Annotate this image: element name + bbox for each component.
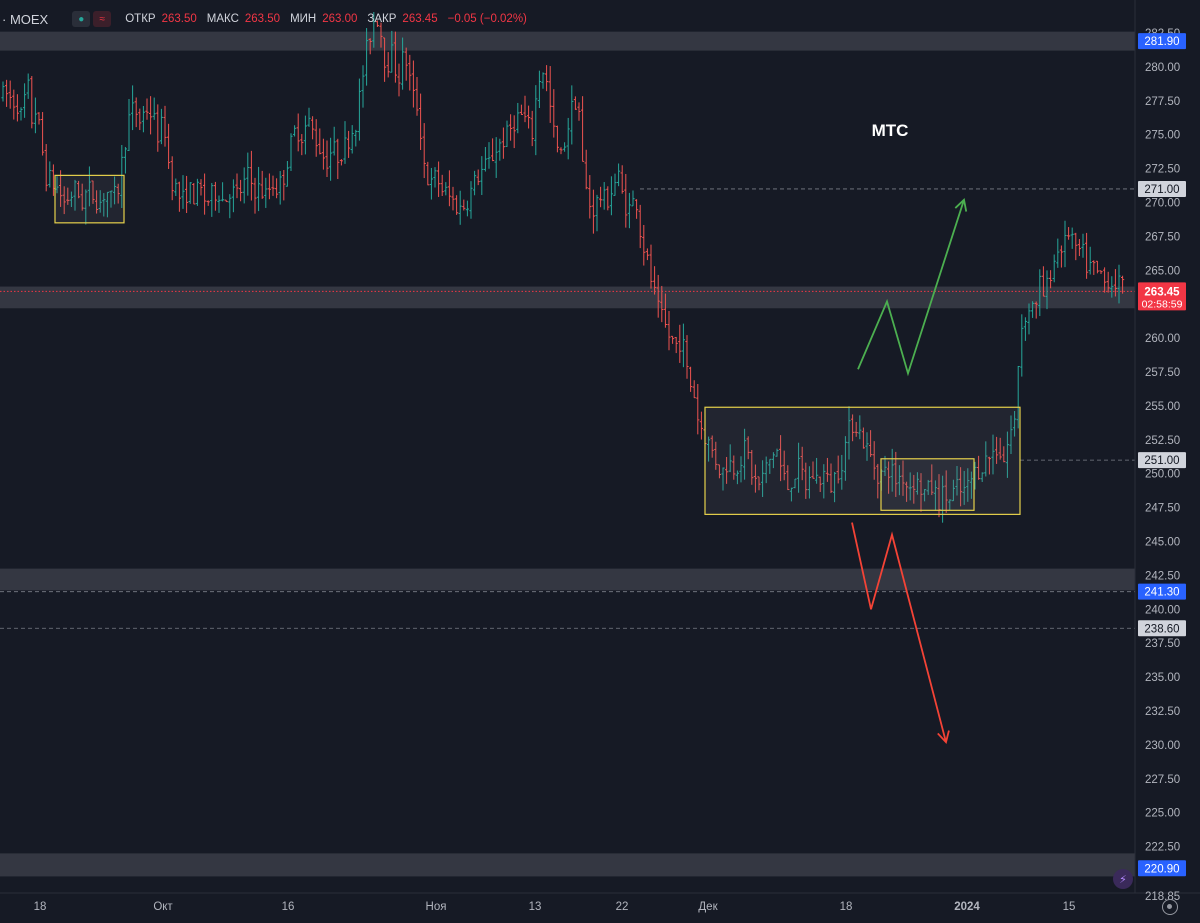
y-tick-label: 250.00 — [1145, 469, 1180, 481]
low-label: МИН — [290, 13, 317, 25]
x-tick-label: 18 — [840, 901, 853, 913]
x-tick-label: 18 — [34, 901, 47, 913]
x-tick-label: Окт — [153, 901, 173, 913]
low-value: 263.00 — [322, 13, 358, 25]
price-level-tag-label: 238.60 — [1144, 623, 1179, 635]
range-box — [54, 174, 125, 224]
y-tick-label: 247.50 — [1145, 503, 1180, 515]
y-tick-label: 242.50 — [1145, 570, 1180, 582]
open-label: ОТКР — [125, 13, 156, 25]
sr-zone — [0, 568, 1135, 591]
high-label: МАКС — [206, 13, 239, 25]
x-tick-label: 16 — [282, 901, 295, 913]
last-price-label: 263.45 — [1144, 286, 1180, 298]
y-tick-label: 252.50 — [1145, 435, 1180, 447]
y-tick-label: 222.50 — [1145, 842, 1180, 854]
projection-up-arrow — [857, 199, 965, 377]
x-tick-label: Дек — [698, 901, 718, 913]
y-tick-label: 265.00 — [1145, 265, 1180, 277]
sr-zone — [0, 853, 1135, 877]
market-status-icon[interactable]: ● — [72, 11, 91, 27]
y-tick-label: 255.00 — [1145, 401, 1180, 413]
price-level-tag-label: 251.00 — [1144, 455, 1179, 467]
y-tick-label: 280.00 — [1145, 62, 1180, 74]
x-tick-label: Ноя — [426, 901, 447, 913]
sr-zone — [0, 286, 1135, 309]
arrow-head — [954, 198, 968, 212]
price-level-tag — [1138, 33, 1186, 50]
last-price-tag — [1138, 282, 1186, 311]
projection-down-arrow — [851, 522, 947, 743]
price-level-tag — [1138, 620, 1186, 637]
gear-icon[interactable] — [1162, 899, 1178, 915]
y-tick-label: 270.00 — [1145, 198, 1180, 210]
y-tick-label: 275.00 — [1145, 130, 1180, 142]
price-level-tag — [1138, 860, 1186, 877]
price-level-tag-label: 281.90 — [1144, 36, 1179, 48]
sr-zone — [0, 31, 1135, 51]
symbol-label[interactable]: · MOEX — [2, 11, 49, 27]
x-tick-label: 13 — [529, 901, 542, 913]
arrow-head — [937, 730, 950, 745]
range-box — [880, 458, 975, 511]
y-tick-label: 272.50 — [1145, 164, 1180, 176]
open-value: 263.50 — [161, 13, 197, 25]
price-level-tag — [1138, 180, 1186, 197]
price-level-tag — [1138, 583, 1186, 600]
high-value: 263.50 — [244, 13, 281, 25]
x-tick-label: 15 — [1063, 901, 1076, 913]
x-tick-label: 22 — [616, 901, 629, 913]
close-value: 263.45 — [402, 13, 438, 25]
chart-title: МТС — [872, 121, 909, 140]
chart-header: · MOEX ● ≈ ОТКР 263.50 МАКС 263.50 МИН 263.… — [0, 8, 531, 30]
y-tick-label: 240.00 — [1145, 604, 1180, 616]
close-label: ЗАКР — [367, 13, 397, 25]
price-level-tag-label: 241.30 — [1144, 587, 1179, 599]
y-tick-label: 260.00 — [1145, 333, 1180, 345]
range-box — [704, 406, 1021, 515]
y-tick-label: 257.50 — [1145, 367, 1180, 379]
change-value: −0.05 (−0.02%) — [447, 13, 527, 25]
y-tick-label: 245.00 — [1145, 537, 1180, 549]
y-tick-label: 225.00 — [1145, 808, 1180, 820]
price-level-tag-label: 271.00 — [1144, 184, 1179, 196]
y-tick-label: 277.50 — [1145, 96, 1180, 108]
y-tick-label: 235.00 — [1145, 672, 1180, 684]
y-tick-label: 232.50 — [1145, 706, 1180, 718]
y-tick-label: 267.50 — [1145, 231, 1180, 243]
candles — [1, 12, 1125, 523]
x-tick-label: 2024 — [954, 901, 980, 913]
y-tick-label: 227.50 — [1145, 774, 1180, 786]
delayed-data-icon[interactable]: ≈ — [93, 11, 112, 27]
price-level-tag — [1138, 452, 1186, 469]
lightning-icon[interactable]: ⚡ — [1113, 869, 1133, 889]
y-tick-label: 230.00 — [1145, 740, 1180, 752]
price-level-tag-label: 220.90 — [1144, 863, 1179, 875]
y-tick-label: 237.50 — [1145, 638, 1180, 650]
countdown-label: 02:58:59 — [1142, 298, 1183, 310]
